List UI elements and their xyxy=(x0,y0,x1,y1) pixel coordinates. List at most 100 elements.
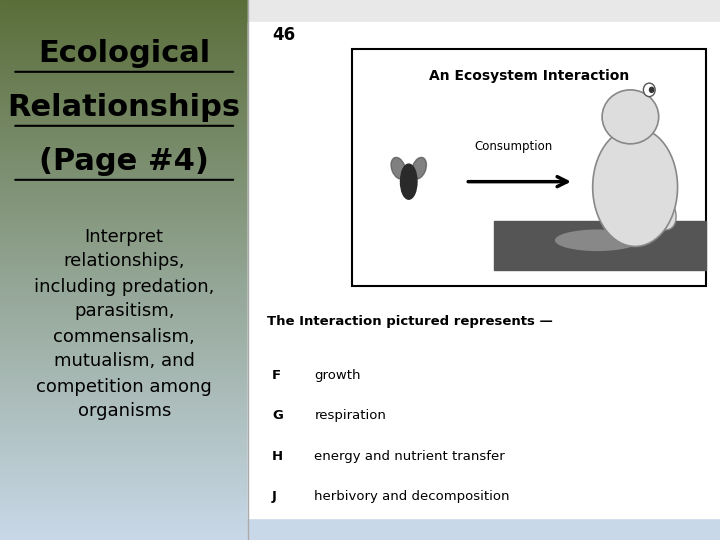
Bar xyxy=(0,446,248,448)
Bar xyxy=(0,135,248,138)
Bar xyxy=(0,502,248,505)
Bar xyxy=(0,335,248,338)
Bar xyxy=(0,219,248,221)
Bar xyxy=(0,151,248,154)
Bar xyxy=(0,103,248,105)
Bar xyxy=(0,497,248,500)
Bar xyxy=(0,246,248,248)
Bar xyxy=(0,521,248,524)
Bar xyxy=(0,410,248,413)
Bar xyxy=(0,86,248,89)
Bar xyxy=(0,40,248,43)
Bar xyxy=(0,165,248,167)
Bar xyxy=(0,302,248,305)
Bar xyxy=(0,46,248,49)
Bar xyxy=(0,432,248,435)
Ellipse shape xyxy=(644,83,655,97)
Bar xyxy=(0,140,248,143)
Bar xyxy=(0,389,248,392)
Bar xyxy=(0,92,248,94)
Bar xyxy=(0,470,248,472)
Bar xyxy=(0,224,248,227)
Bar xyxy=(0,378,248,381)
Bar xyxy=(0,221,248,224)
Bar xyxy=(0,262,248,265)
Text: (Page #4): (Page #4) xyxy=(40,147,209,177)
Ellipse shape xyxy=(602,90,659,144)
Bar xyxy=(0,202,248,205)
Bar xyxy=(0,167,248,170)
Bar xyxy=(0,532,248,535)
Bar xyxy=(0,483,248,486)
Bar xyxy=(0,327,248,329)
Bar xyxy=(0,184,248,186)
Bar xyxy=(0,194,248,197)
Text: herbivory and decomposition: herbivory and decomposition xyxy=(315,490,510,503)
Bar xyxy=(0,500,248,502)
Bar xyxy=(0,248,248,251)
Bar xyxy=(0,97,248,100)
Bar xyxy=(0,3,248,5)
Text: J: J xyxy=(272,490,277,503)
Bar xyxy=(0,405,248,408)
Bar xyxy=(0,240,248,243)
Bar xyxy=(0,197,248,200)
Bar xyxy=(0,273,248,275)
Bar xyxy=(0,427,248,429)
Bar xyxy=(0,170,248,173)
Bar xyxy=(0,489,248,491)
Bar xyxy=(0,73,248,76)
Bar xyxy=(0,346,248,348)
Bar xyxy=(0,251,248,254)
Bar xyxy=(0,424,248,427)
Bar xyxy=(0,38,248,40)
Bar xyxy=(0,338,248,340)
Bar xyxy=(0,383,248,386)
Bar xyxy=(0,305,248,308)
Bar xyxy=(0,408,248,410)
Bar xyxy=(0,59,248,62)
Bar xyxy=(0,397,248,400)
Bar xyxy=(0,162,248,165)
Ellipse shape xyxy=(593,127,678,246)
Bar xyxy=(0,216,248,219)
Text: energy and nutrient transfer: energy and nutrient transfer xyxy=(315,450,505,463)
Text: G: G xyxy=(272,409,283,422)
Bar xyxy=(0,27,248,30)
Bar xyxy=(0,132,248,135)
Bar xyxy=(0,105,248,108)
Bar xyxy=(0,130,248,132)
Bar xyxy=(0,81,248,84)
Ellipse shape xyxy=(400,164,417,199)
Bar xyxy=(494,221,706,270)
Bar xyxy=(0,232,248,235)
Bar xyxy=(0,211,248,213)
Bar xyxy=(0,35,248,38)
Bar xyxy=(0,526,248,529)
Bar xyxy=(0,8,248,11)
Bar xyxy=(0,308,248,310)
Bar xyxy=(0,238,248,240)
Bar xyxy=(0,456,248,459)
Bar xyxy=(0,113,248,116)
Bar xyxy=(0,454,248,456)
Bar xyxy=(0,5,248,8)
Bar xyxy=(0,321,248,324)
Bar xyxy=(0,381,248,383)
Bar xyxy=(0,89,248,92)
Bar xyxy=(0,440,248,443)
Text: The Interaction pictured represents —: The Interaction pictured represents — xyxy=(267,315,553,328)
Bar xyxy=(0,205,248,208)
Bar xyxy=(0,157,248,159)
Bar xyxy=(0,537,248,540)
Bar xyxy=(0,529,248,532)
Bar xyxy=(0,230,248,232)
Bar xyxy=(0,373,248,375)
Bar xyxy=(0,76,248,78)
Bar xyxy=(0,370,248,373)
Bar xyxy=(0,475,248,478)
Bar xyxy=(248,518,720,540)
Bar xyxy=(0,297,248,300)
Bar xyxy=(0,65,248,68)
Bar xyxy=(0,111,248,113)
